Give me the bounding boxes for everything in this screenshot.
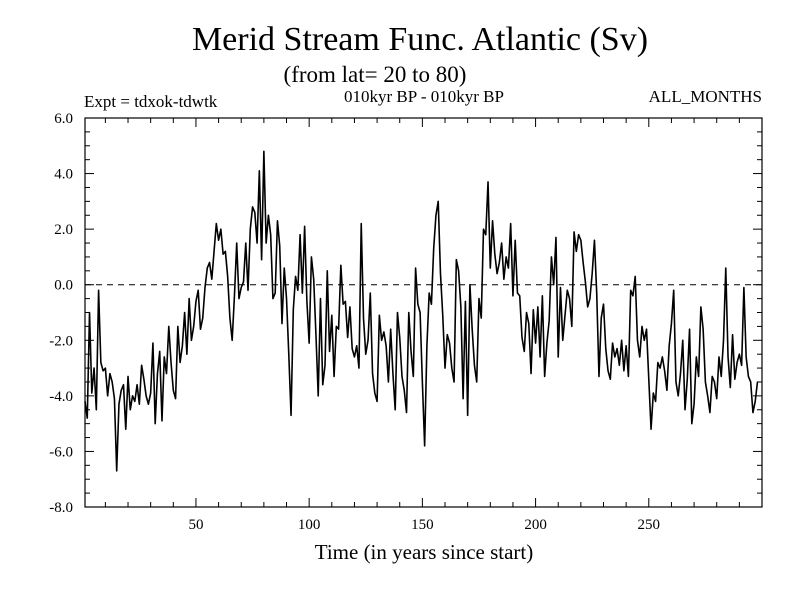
period-label: 010kyr BP - 010kyr BP (344, 87, 504, 106)
series-line (84, 150, 759, 472)
x-tick-label: 200 (524, 517, 547, 533)
x-axis-label: Time (in years since start) (315, 540, 534, 564)
chart-title: Merid Stream Func. Atlantic (Sv) (192, 21, 648, 58)
x-tick-label: 100 (298, 517, 321, 533)
y-tick-label: 4.0 (54, 167, 73, 183)
y-tick-label: -4.0 (49, 389, 73, 405)
y-tick-label: 0.0 (54, 278, 73, 294)
y-tick-label: -6.0 (49, 444, 73, 460)
experiment-label: Expt = tdxok-tdwtk (84, 92, 218, 111)
x-tick-label: 150 (411, 517, 434, 533)
y-tick-label: 6.0 (54, 111, 73, 127)
plot-area: 50 100 150 200 250 -8.0 -6.0 -4.0 -2.0 0.0 2.0 4.0 6… (49, 111, 763, 533)
y-tick-label: -8.0 (49, 500, 73, 516)
chart-subtitle: (from lat= 20 to 80) (284, 62, 467, 87)
y-tick-label: 2.0 (54, 222, 73, 238)
season-label: ALL_MONTHS (649, 87, 762, 106)
x-tick-label: 250 (638, 517, 661, 533)
x-tick-label: 50 (188, 517, 203, 533)
y-tick-label: -2.0 (49, 333, 73, 349)
plot-frame (84, 117, 763, 508)
